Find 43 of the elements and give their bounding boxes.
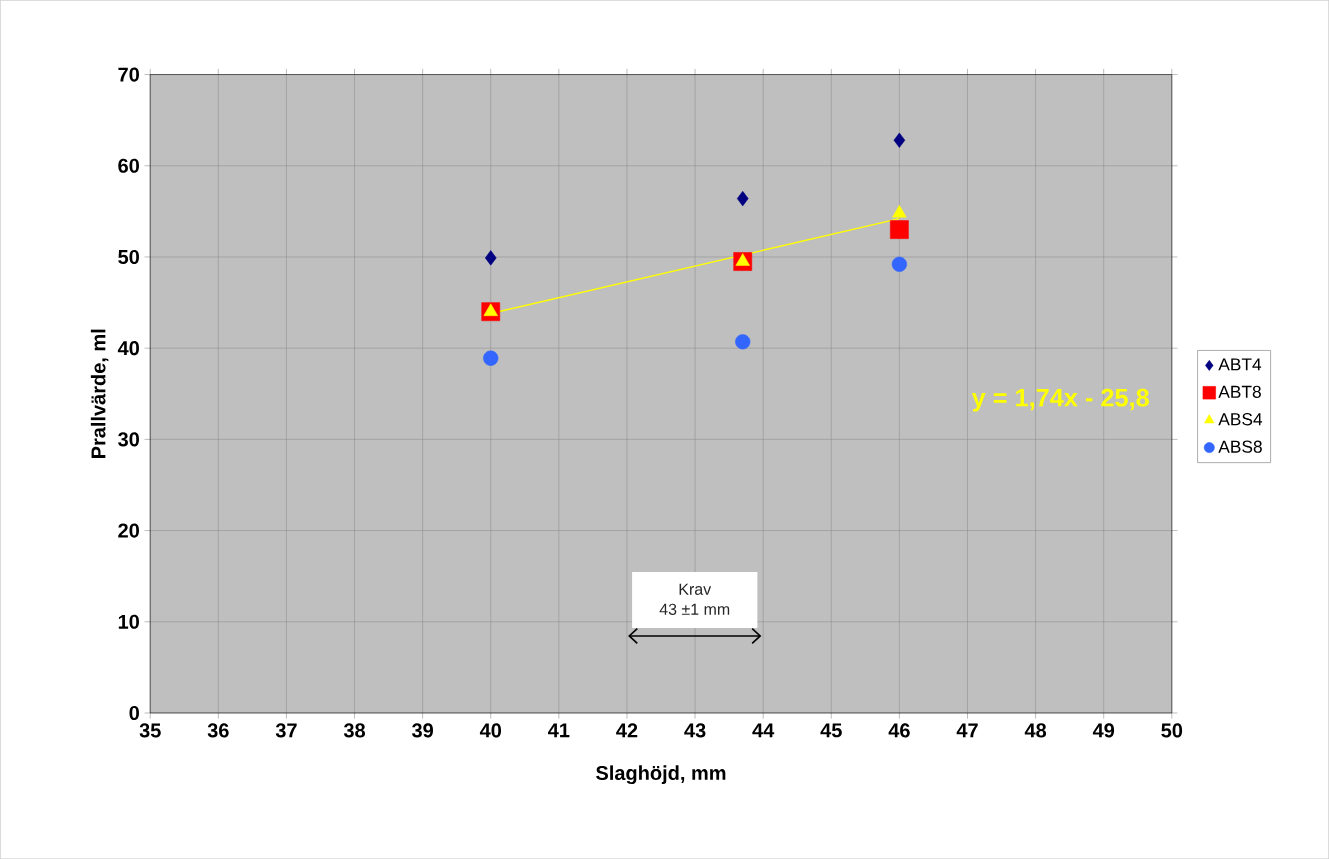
y-tick-label: 10 (118, 614, 139, 629)
legend-label: ABT8 (1218, 385, 1261, 398)
y-axis-title: Prallvärde, ml (90, 329, 109, 458)
x-axis-title: Slaghöjd, mm (596, 765, 726, 785)
x-tick-label: 39 (411, 723, 433, 738)
x-tick-label: 47 (956, 723, 978, 738)
x-tick-label: 50 (1161, 723, 1183, 738)
y-tick-label: 70 (118, 67, 139, 82)
x-tick-label: 37 (275, 723, 297, 738)
x-tick-label: 48 (1024, 723, 1047, 738)
point (735, 334, 751, 350)
legend-label: ABT4 (1218, 358, 1262, 371)
point (735, 253, 750, 266)
x-tick-label: 40 (479, 723, 502, 738)
x-tick-label: 46 (888, 723, 910, 738)
x-tick-label: 38 (343, 723, 366, 738)
point (891, 256, 907, 272)
annotation: Krav (679, 583, 712, 595)
point (736, 190, 749, 207)
point (892, 204, 907, 218)
point (483, 350, 499, 366)
x-tick-label: 49 (1092, 723, 1115, 738)
y-tick-label: 30 (118, 432, 139, 447)
x-tick-label: 44 (752, 723, 775, 738)
y-tick-label: 40 (117, 340, 139, 356)
y-tick-label: 20 (118, 523, 139, 538)
point (484, 250, 497, 266)
x-tick-label: 41 (548, 723, 570, 738)
y-tick-label: 60 (118, 158, 139, 173)
x-tick-label: 35 (139, 723, 161, 738)
y-tick-label: 50 (118, 249, 139, 264)
point (893, 132, 906, 148)
x-tick-label: 42 (616, 723, 638, 738)
legend-label: ABS4 (1218, 413, 1263, 426)
legend-label: ABS8 (1218, 440, 1262, 453)
x-tick-label: 45 (820, 723, 842, 738)
annotation: 43 ±1 mm (659, 603, 730, 615)
y-tick-label: 0 (129, 705, 139, 720)
x-tick-label: 36 (207, 723, 229, 738)
point (890, 220, 909, 239)
annotation: y = 1,74x - 25,8 (971, 388, 1149, 412)
x-tick-label: 43 (684, 723, 706, 738)
point (483, 303, 498, 316)
